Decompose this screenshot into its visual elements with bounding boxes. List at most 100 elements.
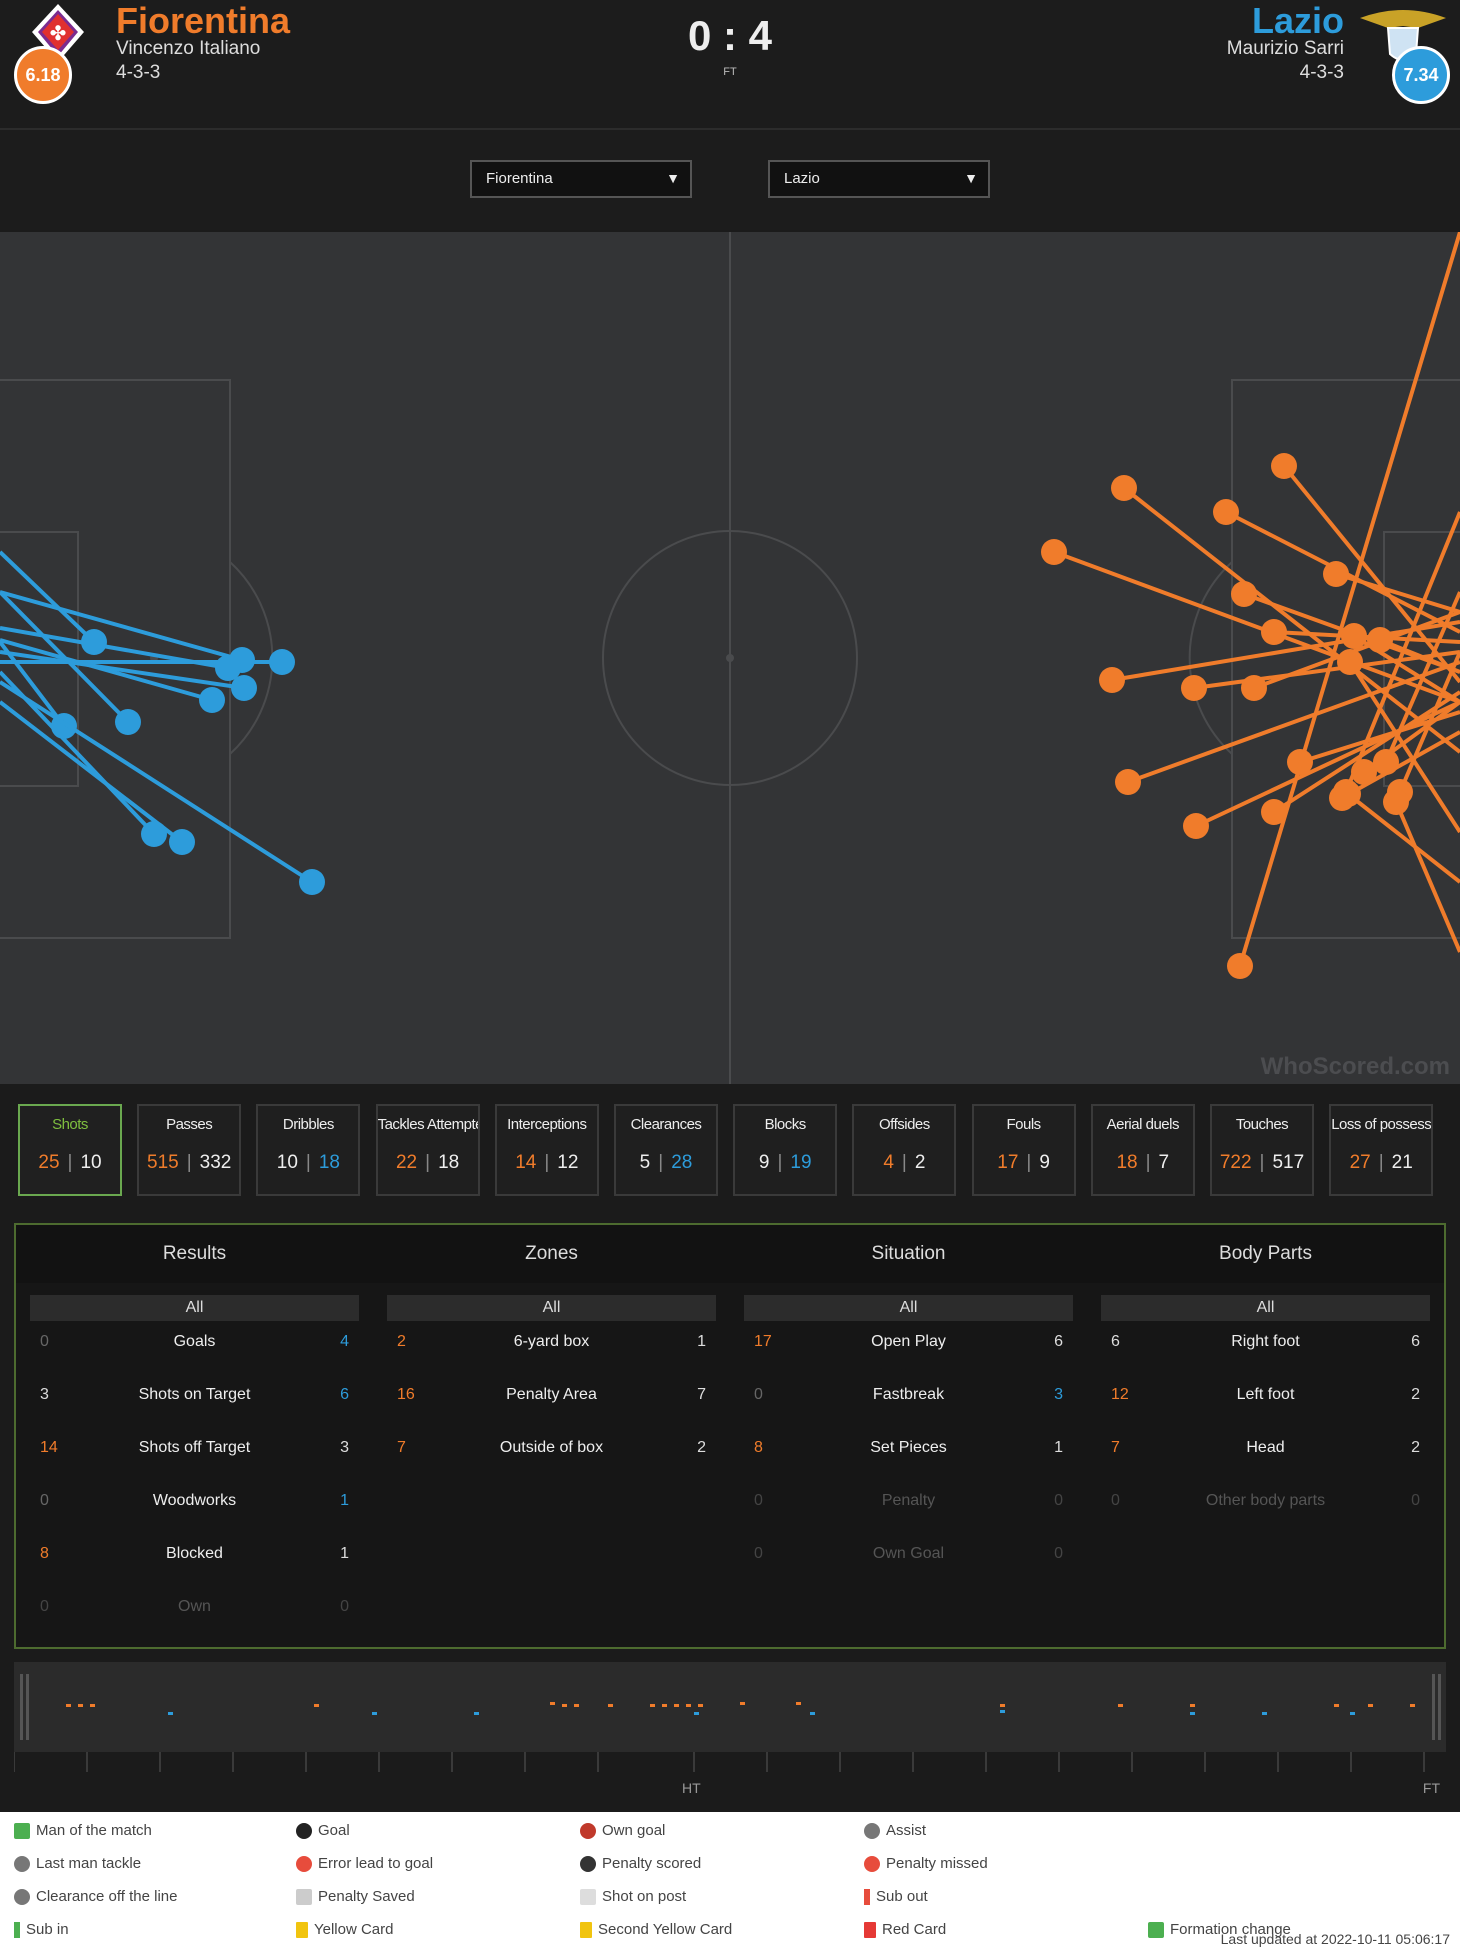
shot-marker[interactable] xyxy=(1111,475,1137,501)
stat-home-value: 18 xyxy=(1116,1152,1138,1173)
breakdown-row[interactable]: 7 Head 2 xyxy=(1101,1439,1430,1465)
shot-marker[interactable] xyxy=(215,655,241,681)
shot-marker[interactable] xyxy=(115,709,141,735)
shot-marker[interactable] xyxy=(1213,499,1239,525)
breakdown-row[interactable]: 0 Fastbreak 3 xyxy=(744,1386,1073,1412)
shot-marker[interactable] xyxy=(1115,769,1141,795)
breakdown-row[interactable]: 0 Penalty 0 xyxy=(744,1492,1073,1518)
breakdown-row[interactable]: 16 Penalty Area 7 xyxy=(387,1386,716,1412)
breakdown-filter-all[interactable]: All xyxy=(387,1295,716,1321)
stat-tab-fouls[interactable]: Fouls 17 | 9 xyxy=(971,1104,1076,1196)
breakdown-row[interactable]: 0 Own 0 xyxy=(30,1598,359,1624)
shot-marker[interactable] xyxy=(1271,453,1297,479)
stat-home-value: 5 xyxy=(639,1152,651,1173)
shot-marker[interactable] xyxy=(169,829,195,855)
stat-tab-aerial-duels[interactable]: Aerial duels 18 | 7 xyxy=(1090,1104,1195,1196)
stat-tab-loss-of-possession[interactable]: Loss of possession 27 | 21 xyxy=(1329,1104,1434,1196)
stat-away-value: 2 xyxy=(914,1152,926,1173)
stat-tab-dribbles[interactable]: Dribbles 10 | 18 xyxy=(256,1104,361,1196)
breakdown-row[interactable]: 14 Shots off Target 3 xyxy=(30,1439,359,1465)
breakdown-row[interactable]: 0 Goals 4 xyxy=(30,1333,359,1359)
shot-marker[interactable] xyxy=(1099,667,1125,693)
breakdown-row-label: Head xyxy=(1246,1439,1285,1456)
breakdown-row[interactable]: 8 Set Pieces 1 xyxy=(744,1439,1073,1465)
breakdown-column-title: Situation xyxy=(730,1225,1087,1283)
shot-marker[interactable] xyxy=(1341,623,1367,649)
breakdown-row[interactable]: 0 Other body parts 0 xyxy=(1101,1492,1430,1518)
breakdown-away-value: 4 xyxy=(340,1333,349,1350)
stat-separator: | xyxy=(425,1152,431,1173)
legend-label: Last man tackle xyxy=(36,1855,142,1872)
shot-marker[interactable] xyxy=(1227,953,1253,979)
shot-marker[interactable] xyxy=(1337,649,1363,675)
breakdown-row[interactable]: 17 Open Play 6 xyxy=(744,1333,1073,1359)
shot-line xyxy=(0,640,66,728)
breakdown-away-value: 1 xyxy=(340,1492,349,1509)
breakdown-row-label: Penalty xyxy=(881,1492,936,1509)
shot-marker[interactable] xyxy=(1183,813,1209,839)
shot-marker[interactable] xyxy=(1323,561,1349,587)
breakdown-filter-all[interactable]: All xyxy=(1101,1295,1430,1321)
stat-tab-values: 722 | 517 xyxy=(1212,1152,1312,1174)
shot-marker[interactable] xyxy=(1367,627,1393,653)
breakdown-row[interactable]: 2 6-yard box 1 xyxy=(387,1333,716,1359)
away-team-select[interactable]: Lazio ▼ xyxy=(768,160,990,198)
shot-marker[interactable] xyxy=(1383,789,1409,815)
stat-tab-label: Shots xyxy=(52,1116,88,1133)
chevron-down-icon: ▼ xyxy=(964,170,978,186)
stat-tab-touches[interactable]: Touches 722 | 517 xyxy=(1210,1104,1314,1196)
red-card-icon xyxy=(864,1922,876,1939)
stat-tab-clearances[interactable]: Clearances 5 | 28 xyxy=(614,1104,718,1196)
stat-tab-tackles-attempted[interactable]: Tackles Attempted 22 | 18 xyxy=(375,1104,480,1196)
shot-marker[interactable] xyxy=(199,687,225,713)
stat-tab-values: 10 | 18 xyxy=(258,1152,358,1174)
legend-label: Error lead to goal xyxy=(318,1855,434,1872)
shot-marker[interactable] xyxy=(1261,799,1287,825)
shot-marker[interactable] xyxy=(141,821,167,847)
breakdown-row[interactable]: 3 Shots on Target 6 xyxy=(30,1386,359,1412)
shot-marker[interactable] xyxy=(81,629,107,655)
match-timeline[interactable] xyxy=(14,1662,1446,1752)
breakdown-filter-all[interactable]: All xyxy=(30,1295,359,1321)
stat-separator: | xyxy=(186,1152,192,1173)
stat-tab-label: Fouls xyxy=(1006,1116,1042,1133)
shot-marker[interactable] xyxy=(1231,581,1257,607)
stat-tab-label: Loss of possession xyxy=(1331,1116,1432,1133)
breakdown-away-value: 6 xyxy=(340,1386,349,1403)
stat-tab-interceptions[interactable]: Interceptions 14 | 12 xyxy=(494,1104,599,1196)
breakdown-row[interactable]: 7 Outside of box 2 xyxy=(387,1439,716,1465)
stat-away-value: 517 xyxy=(1272,1152,1305,1173)
shot-marker[interactable] xyxy=(1241,675,1267,701)
away-team-name[interactable]: Lazio xyxy=(1251,0,1344,41)
breakdown-row[interactable]: 6 Right foot 6 xyxy=(1101,1333,1430,1359)
home-team-name[interactable]: Fiorentina xyxy=(116,0,291,41)
shot-marker[interactable] xyxy=(1181,675,1207,701)
shot-marker[interactable] xyxy=(269,649,295,675)
breakdown-away-value: 3 xyxy=(1054,1386,1063,1403)
breakdown-row[interactable]: 8 Blocked 1 xyxy=(30,1545,359,1571)
shot-marker[interactable] xyxy=(1335,781,1361,807)
breakdown-row[interactable]: 12 Left foot 2 xyxy=(1101,1386,1430,1412)
legend-item: Penalty scored xyxy=(580,1855,701,1873)
shot-marker[interactable] xyxy=(1373,749,1399,775)
stat-tab-passes[interactable]: Passes 515 | 332 xyxy=(137,1104,242,1196)
stat-tab-blocks[interactable]: Blocks 9 | 19 xyxy=(733,1104,838,1196)
formation-change-icon xyxy=(1148,1922,1164,1939)
stat-home-value: 25 xyxy=(38,1152,60,1173)
breakdown-away-value: 6 xyxy=(1054,1333,1063,1350)
shot-marker[interactable] xyxy=(1041,539,1067,565)
breakdown-row[interactable]: 0 Woodworks 1 xyxy=(30,1492,359,1518)
stat-home-value: 27 xyxy=(1349,1152,1371,1173)
shot-marker[interactable] xyxy=(231,675,257,701)
breakdown-row[interactable]: 0 Own Goal 0 xyxy=(744,1545,1073,1571)
stat-tab-label: Clearances xyxy=(630,1116,702,1133)
stat-tab-values: 25 | 10 xyxy=(20,1152,120,1174)
breakdown-row-label: Shots on Target xyxy=(138,1386,251,1403)
shot-marker[interactable] xyxy=(1261,619,1287,645)
stat-tab-offsides[interactable]: Offsides 4 | 2 xyxy=(852,1104,957,1196)
home-team-select[interactable]: Fiorentina ▼ xyxy=(470,160,692,198)
breakdown-away-value: 0 xyxy=(1054,1492,1063,1509)
breakdown-filter-all[interactable]: All xyxy=(744,1295,1073,1321)
stat-tab-shots[interactable]: Shots 25 | 10 xyxy=(18,1104,122,1196)
shot-marker[interactable] xyxy=(299,869,325,895)
